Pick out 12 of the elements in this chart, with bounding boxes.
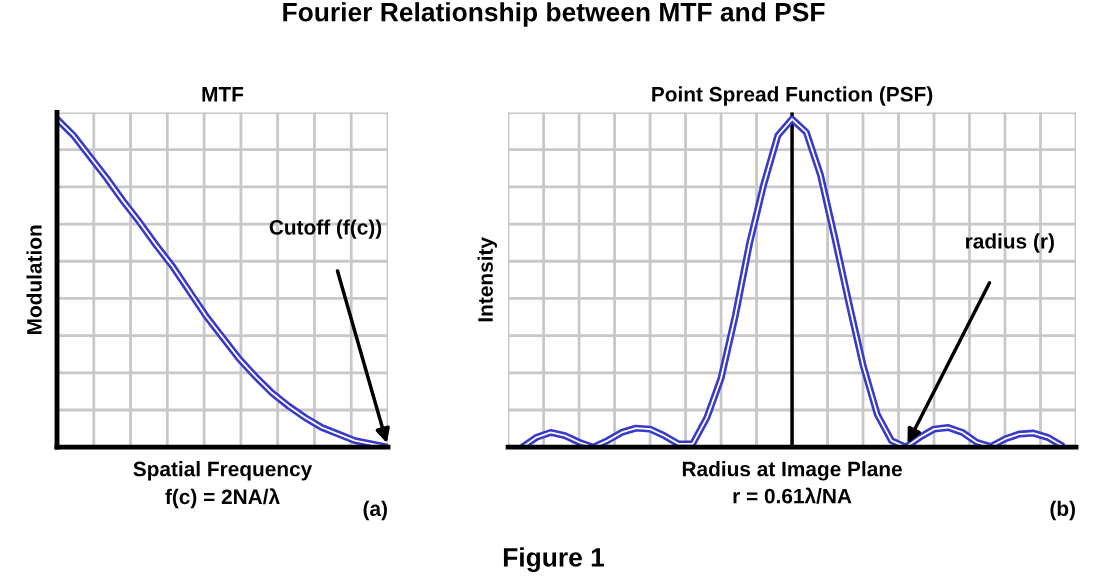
- text: (a): [363, 500, 387, 521]
- text: (b): [1050, 500, 1075, 521]
- annotation: Cutoff (f(c)): [269, 219, 382, 239]
- x-axis-title: Spatial Frequency f(c) = 2NA/λ: [133, 461, 313, 509]
- y-axis-title: Intensity: [477, 237, 497, 322]
- annotation: radius (r): [966, 233, 1054, 253]
- caption: Figure 1: [503, 547, 605, 573]
- text: Fourier Relationship between MTF and PSF: [283, 2, 825, 27]
- chart-title: MTF: [202, 87, 244, 102]
- chart-title: Point Spread Function (PSF): [652, 86, 933, 106]
- y-axis-title: Modulation: [26, 225, 42, 334]
- x-axis-title: Radius at Image Plane r = 0.61λ/NA: [682, 461, 902, 504]
